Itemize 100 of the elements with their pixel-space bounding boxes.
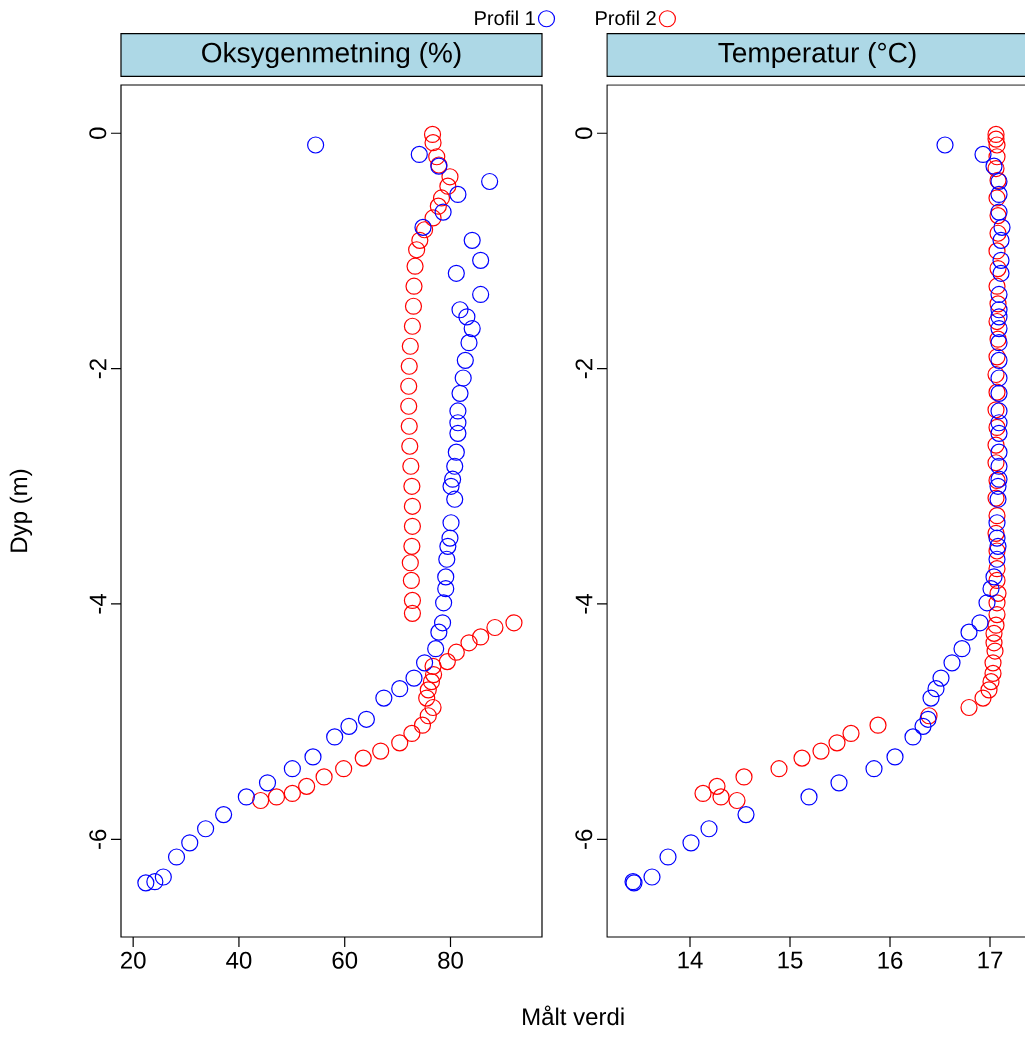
point <box>402 457 420 475</box>
point <box>989 207 1007 225</box>
point <box>237 788 255 806</box>
point <box>728 791 746 810</box>
point <box>712 788 730 806</box>
x-tick-label: 40 <box>226 951 252 969</box>
point <box>988 242 1006 260</box>
point <box>423 125 442 144</box>
point <box>451 384 469 402</box>
point <box>340 717 358 735</box>
point <box>988 418 1006 437</box>
point <box>960 623 978 641</box>
point <box>990 414 1008 432</box>
point <box>985 624 1003 642</box>
point <box>437 568 455 586</box>
point <box>978 594 996 612</box>
point <box>439 177 457 195</box>
point <box>463 231 481 249</box>
x-tick-label: 60 <box>332 951 358 969</box>
point <box>391 734 409 752</box>
point <box>403 604 422 622</box>
point <box>992 264 1010 282</box>
point <box>735 768 753 786</box>
point <box>252 791 270 810</box>
y-tick-label: -4 <box>89 593 107 614</box>
point <box>401 337 419 355</box>
point <box>990 185 1008 204</box>
point <box>960 698 978 717</box>
point <box>659 848 677 866</box>
point <box>987 130 1005 148</box>
point <box>988 148 1006 166</box>
point <box>830 774 848 792</box>
point <box>800 788 818 806</box>
y-tick-label: 0 <box>89 127 107 139</box>
point <box>737 806 755 824</box>
point <box>943 654 961 672</box>
point <box>181 834 199 852</box>
point <box>990 308 1008 326</box>
point <box>988 605 1006 624</box>
point <box>439 537 457 555</box>
point <box>456 351 474 369</box>
point <box>430 623 448 641</box>
point <box>304 748 322 766</box>
point <box>472 251 490 269</box>
y-axis-title: Dyp (m) <box>9 469 33 552</box>
point <box>402 571 420 590</box>
point <box>914 717 932 735</box>
point <box>215 806 233 824</box>
point <box>438 550 456 568</box>
chart-title: Temperatur (°C) <box>718 42 916 69</box>
point <box>419 707 437 725</box>
point <box>451 301 469 319</box>
point <box>988 571 1006 590</box>
point <box>449 402 467 420</box>
point <box>971 614 989 632</box>
point <box>415 654 434 672</box>
point <box>258 774 277 792</box>
point <box>154 868 172 886</box>
point <box>989 330 1007 348</box>
point <box>413 716 432 734</box>
point <box>987 524 1005 542</box>
point <box>505 614 523 632</box>
point <box>812 742 830 760</box>
x-axis-title: Målt verdi <box>523 1005 624 1026</box>
point <box>424 698 442 717</box>
point <box>446 457 464 475</box>
point <box>988 277 1006 295</box>
point <box>989 259 1007 278</box>
point <box>993 218 1011 236</box>
point <box>458 308 476 326</box>
point <box>424 657 442 675</box>
point <box>984 654 1002 672</box>
point <box>424 665 443 684</box>
point <box>980 681 998 699</box>
point <box>404 297 423 315</box>
point <box>793 749 811 767</box>
point <box>434 203 452 221</box>
point <box>990 301 1008 319</box>
point <box>463 319 481 338</box>
point <box>438 653 456 671</box>
point <box>405 277 423 295</box>
point <box>987 125 1005 144</box>
point <box>454 369 472 387</box>
point <box>984 664 1002 682</box>
point <box>988 312 1006 331</box>
point <box>770 760 788 778</box>
point <box>643 868 661 886</box>
y-tick-label: -2 <box>89 359 107 379</box>
point <box>460 334 478 352</box>
point <box>700 820 718 838</box>
point <box>422 673 441 691</box>
point <box>424 209 442 227</box>
x-tick-label: 16 <box>878 951 903 969</box>
point <box>446 490 464 508</box>
point <box>988 514 1006 532</box>
point <box>990 319 1008 338</box>
point <box>990 203 1008 221</box>
x-tick-label: 80 <box>438 951 463 969</box>
point <box>988 507 1006 525</box>
point <box>449 185 467 204</box>
